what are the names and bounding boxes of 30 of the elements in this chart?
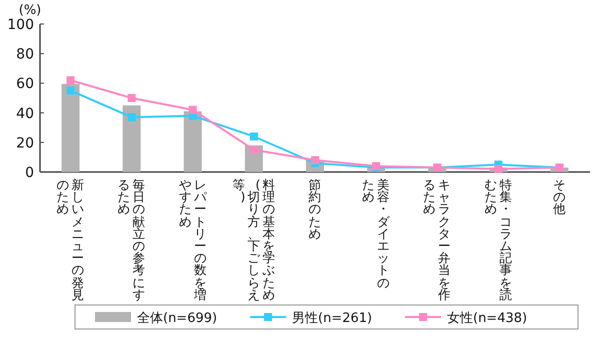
category-label: 特集・コラム記事を読むため xyxy=(484,177,512,302)
y-tick-label: 40 xyxy=(16,106,34,122)
category-label: レパートリーの数を増やすため xyxy=(178,177,207,302)
point xyxy=(66,76,75,84)
category-label: 美容・ダイエットのため xyxy=(362,177,390,290)
y-tick-label: 0 xyxy=(25,165,34,181)
category-label: 料理の基本を学ぶため(切り方、下ごしらえ等) xyxy=(232,177,276,302)
point xyxy=(250,132,258,140)
point xyxy=(66,86,75,95)
category-label: 新しいメニューの発見のため xyxy=(56,177,85,302)
point xyxy=(250,146,258,154)
x-tick-label: 節約のため xyxy=(308,177,322,241)
category-label: キャラクター弁当を作るため xyxy=(423,177,452,302)
legend-label: 全体(n=699) xyxy=(137,311,218,326)
y-tick-label: 60 xyxy=(16,76,34,92)
point xyxy=(311,156,319,164)
point xyxy=(188,106,197,114)
point xyxy=(128,113,136,122)
y-tick-label: 100 xyxy=(7,17,34,33)
category-label: 毎日の献立の参考にするため xyxy=(118,177,146,302)
y-axis-title: (%) xyxy=(18,3,42,18)
y-tick-label: 20 xyxy=(16,135,34,152)
y-tick-label: 80 xyxy=(16,46,34,63)
point xyxy=(494,165,502,174)
legend-label: 女性(n=438) xyxy=(447,311,528,326)
bar xyxy=(62,84,80,172)
x-tick-label: その他 xyxy=(552,177,566,216)
bar xyxy=(122,105,141,172)
point xyxy=(128,94,136,102)
legend-label: 男性(n=261) xyxy=(292,311,372,326)
